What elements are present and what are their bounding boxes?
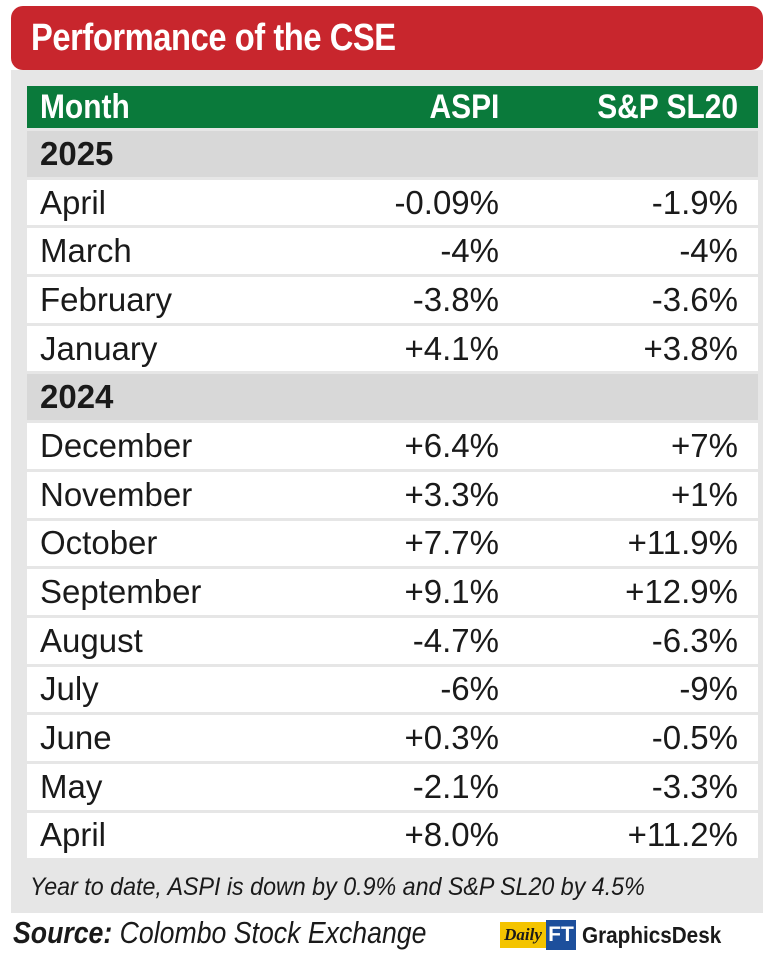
sp-sl20-cell: +11.2% — [499, 812, 758, 859]
month-cell: September — [27, 569, 287, 615]
table-body: 2025 April -0.09% -1.9% March -4% -4% February -… — [27, 131, 758, 859]
month-cell: April — [27, 812, 287, 859]
title-banner: Performance of the CSE — [11, 6, 763, 70]
table-row: November +3.3% +1% — [27, 471, 758, 518]
month-cell: December — [27, 423, 287, 469]
month-cell: October — [27, 520, 287, 567]
table-row: June +0.3% -0.5% — [27, 715, 758, 761]
year-label: 2025 — [27, 131, 758, 177]
month-cell: July — [27, 666, 287, 713]
aspi-cell: -4.7% — [287, 617, 499, 664]
month-cell: June — [27, 715, 287, 761]
aspi-cell: +7.7% — [287, 520, 499, 567]
table-row: October +7.7% +11.9% — [27, 520, 758, 567]
table-row: January +4.1% +3.8% — [27, 325, 758, 372]
month-cell: May — [27, 763, 287, 810]
aspi-cell: -4% — [287, 228, 499, 275]
month-cell: January — [27, 325, 287, 372]
column-header-month: Month — [27, 86, 287, 128]
sp-sl20-cell: -6.3% — [499, 617, 758, 664]
table-row: April +8.0% +11.2% — [27, 812, 758, 859]
sp-sl20-cell: -1.9% — [499, 179, 758, 226]
brand-logo: Daily FT GraphicsDesk — [500, 920, 737, 950]
table-row: March -4% -4% — [27, 228, 758, 275]
source-line: Source: Colombo Stock Exchange — [13, 915, 426, 951]
daily-logo: Daily — [500, 922, 546, 948]
aspi-cell: -3.8% — [287, 277, 499, 323]
source-text: Colombo Stock Exchange — [119, 915, 427, 950]
column-header-sp-sl20: S&P SL20 — [499, 86, 758, 128]
sp-sl20-cell: +1% — [499, 471, 758, 518]
aspi-cell: +6.4% — [287, 423, 499, 469]
column-header-aspi: ASPI — [287, 86, 499, 128]
table-header-row: Month ASPI S&P SL20 — [27, 86, 758, 128]
sp-sl20-cell: -4% — [499, 228, 758, 275]
aspi-cell: +0.3% — [287, 715, 499, 761]
aspi-cell: -2.1% — [287, 763, 499, 810]
table-row: April -0.09% -1.9% — [27, 179, 758, 226]
table-row: May -2.1% -3.3% — [27, 763, 758, 810]
aspi-cell: +8.0% — [287, 812, 499, 859]
month-cell: March — [27, 228, 287, 275]
sp-sl20-cell: +7% — [499, 423, 758, 469]
year-label: 2024 — [27, 374, 758, 421]
table-row: December +6.4% +7% — [27, 423, 758, 469]
table-row: September +9.1% +12.9% — [27, 569, 758, 615]
aspi-cell: -6% — [287, 666, 499, 713]
sp-sl20-cell: -0.5% — [499, 715, 758, 761]
aspi-cell: +3.3% — [287, 471, 499, 518]
month-cell: August — [27, 617, 287, 664]
footnote: Year to date, ASPI is down by 0.9% and S… — [30, 873, 645, 901]
year-row: 2025 — [27, 131, 758, 177]
aspi-cell: +9.1% — [287, 569, 499, 615]
year-row: 2024 — [27, 374, 758, 421]
graphics-desk-label: GraphicsDesk — [582, 921, 722, 948]
sp-sl20-cell: +12.9% — [499, 569, 758, 615]
aspi-cell: +4.1% — [287, 325, 499, 372]
ft-logo: FT — [546, 920, 576, 950]
source-label: Source: — [13, 915, 113, 950]
table-row: July -6% -9% — [27, 666, 758, 713]
performance-table: Month ASPI S&P SL20 2025 April -0.09% -1.9%… — [27, 83, 758, 861]
table-row: August -4.7% -6.3% — [27, 617, 758, 664]
chart-title: Performance of the CSE — [31, 16, 396, 59]
table-row: February -3.8% -3.6% — [27, 277, 758, 323]
month-cell: April — [27, 179, 287, 226]
month-cell: February — [27, 277, 287, 323]
sp-sl20-cell: +11.9% — [499, 520, 758, 567]
sp-sl20-cell: -3.6% — [499, 277, 758, 323]
sp-sl20-cell: +3.8% — [499, 325, 758, 372]
sp-sl20-cell: -9% — [499, 666, 758, 713]
month-cell: November — [27, 471, 287, 518]
aspi-cell: -0.09% — [287, 179, 499, 226]
sp-sl20-cell: -3.3% — [499, 763, 758, 810]
